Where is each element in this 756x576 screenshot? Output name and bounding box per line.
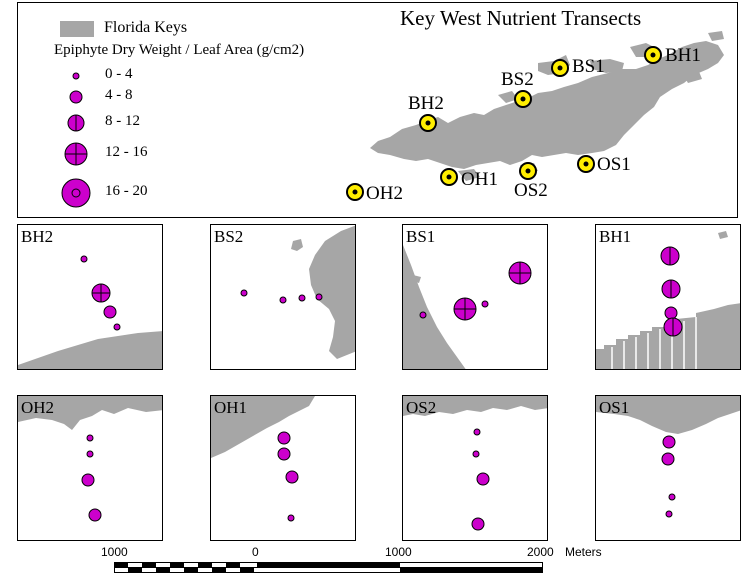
panel-title: OH2	[21, 398, 55, 417]
site-marker-bs1	[551, 59, 569, 77]
legend-symbol-4-8	[69, 90, 83, 104]
panel-oh2: OH2	[17, 395, 163, 541]
scale-tick-label: 2000	[527, 545, 554, 559]
site-label-os2: OS2	[514, 180, 548, 201]
main-map-canvas	[60, 21, 724, 208]
panel-title: BH2	[21, 227, 54, 246]
panel-os2: OS2	[402, 395, 548, 541]
panel-title: OS2	[406, 398, 437, 417]
site-label-bs1: BS1	[572, 56, 605, 77]
panel-bh1: BH1	[595, 224, 741, 370]
legend-symbol-12-16	[64, 142, 88, 166]
legend-class-label: 16 - 20	[105, 183, 148, 199]
legend-class-label: 4 - 8	[105, 87, 133, 103]
panel-bs2: BS2	[210, 224, 356, 370]
legend-symbol-8-12	[67, 114, 85, 132]
site-label-oh2: OH2	[366, 183, 403, 204]
site-marker-bh2	[419, 114, 437, 132]
panel-title: BH1	[599, 227, 632, 246]
scale-tick-label: 1000	[385, 545, 412, 559]
panel-title: BS1	[406, 227, 436, 246]
scale-tick-label: 1000	[101, 545, 128, 559]
panel-title: BS2	[214, 227, 244, 246]
site-label-oh1: OH1	[461, 169, 498, 190]
site-marker-oh1	[440, 168, 458, 186]
legend-symbol-0-4	[72, 72, 80, 80]
panel-oh1: OH1	[210, 395, 356, 541]
legend-class-label: 0 - 4	[105, 66, 133, 82]
legend-class-label: 12 - 16	[105, 144, 148, 160]
site-marker-bs2	[514, 90, 532, 108]
legend-land-label: Florida Keys	[104, 19, 188, 36]
florida-keys-landmass	[370, 41, 724, 169]
legend-symbol-16-20	[61, 178, 91, 208]
site-marker-os1	[577, 155, 595, 173]
site-label-bh1: BH1	[665, 45, 701, 66]
site-marker-oh2	[346, 183, 364, 201]
legend-class-label: 8 - 12	[105, 113, 140, 129]
panel-title: OS1	[599, 398, 630, 417]
scale-bar	[114, 562, 543, 573]
map-title: Key West Nutrient Transects	[400, 6, 642, 30]
site-label-bh2: BH2	[408, 93, 444, 114]
main-map: Key West Nutrient Transects Florida Keys…	[17, 2, 738, 218]
site-marker-os2	[519, 162, 537, 180]
panel-bh2: BH2	[17, 224, 163, 370]
panel-title: OH1	[214, 398, 248, 417]
legend-size-title: Epiphyte Dry Weight / Leaf Area (g/cm2)	[54, 42, 305, 58]
legend-land-swatch	[60, 21, 94, 37]
panel-os1: OS1	[595, 395, 741, 541]
site-marker-bh1	[644, 46, 662, 64]
scale-unit-label: Meters	[565, 545, 602, 559]
site-label-bs2: BS2	[501, 69, 534, 90]
panel-bs1: BS1	[402, 224, 548, 370]
scale-tick-label: 0	[252, 545, 259, 559]
site-label-os1: OS1	[597, 154, 631, 175]
